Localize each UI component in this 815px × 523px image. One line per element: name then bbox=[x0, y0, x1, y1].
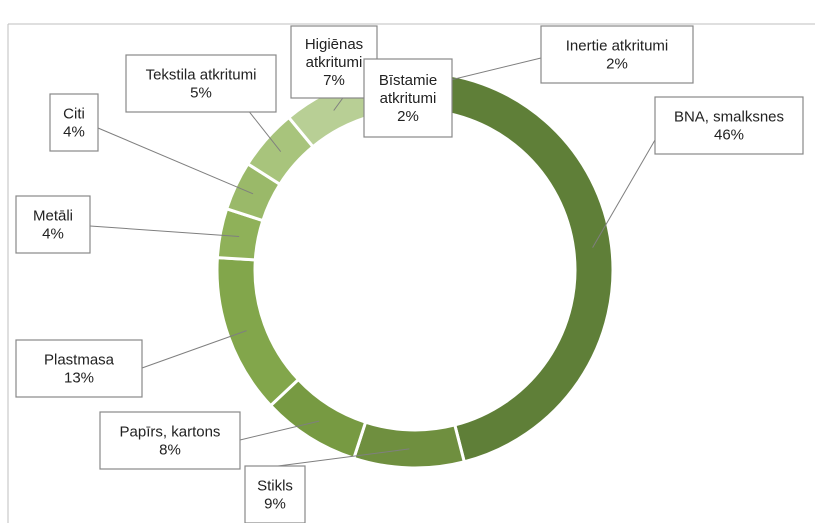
label-box bbox=[540, 25, 694, 84]
label-box bbox=[363, 58, 453, 138]
slice-plastmasa bbox=[215, 255, 301, 408]
label-name: Plastmasa bbox=[44, 352, 115, 369]
label-name: BNA, smalksnes bbox=[674, 109, 784, 126]
slice-stikls bbox=[351, 420, 467, 470]
label-box bbox=[654, 96, 804, 155]
label-box bbox=[49, 93, 99, 152]
label-percent: 13% bbox=[64, 370, 94, 387]
label-name: Papīrs, kartons bbox=[120, 424, 221, 441]
label-name: Bīstamie atkritumi bbox=[379, 72, 437, 107]
label-box bbox=[244, 465, 306, 523]
label-box bbox=[99, 411, 241, 470]
label-box bbox=[15, 339, 143, 398]
label-percent: 4% bbox=[42, 226, 64, 243]
label-percent: 2% bbox=[606, 56, 628, 73]
label-percent: 4% bbox=[63, 124, 85, 141]
leader-plastmasa bbox=[141, 330, 247, 369]
label-name: Citi bbox=[63, 106, 85, 123]
label-percent: 46% bbox=[714, 127, 744, 144]
label-box bbox=[125, 54, 277, 113]
label-percent: 5% bbox=[190, 85, 212, 102]
label-percent: 7% bbox=[323, 72, 345, 89]
leader-stikls bbox=[277, 448, 410, 467]
label-percent: 2% bbox=[397, 108, 419, 125]
label-percent: 9% bbox=[264, 496, 286, 513]
label-name: Stikls bbox=[257, 478, 293, 495]
label-name: Metāli bbox=[33, 208, 73, 225]
leader-citi bbox=[97, 127, 254, 195]
label-name: Higiēnas atkritumi bbox=[305, 36, 363, 71]
leader-papirs-kartons bbox=[239, 420, 320, 441]
label-name: Inertie atkritumi bbox=[566, 38, 669, 55]
slice-bna-smalksnes bbox=[413, 70, 615, 464]
leader-bna-smalksnes bbox=[592, 139, 656, 248]
label-percent: 8% bbox=[159, 442, 181, 459]
label-box bbox=[15, 195, 91, 254]
leader-metali bbox=[89, 225, 240, 237]
label-name: Tekstila atkritumi bbox=[146, 67, 257, 84]
